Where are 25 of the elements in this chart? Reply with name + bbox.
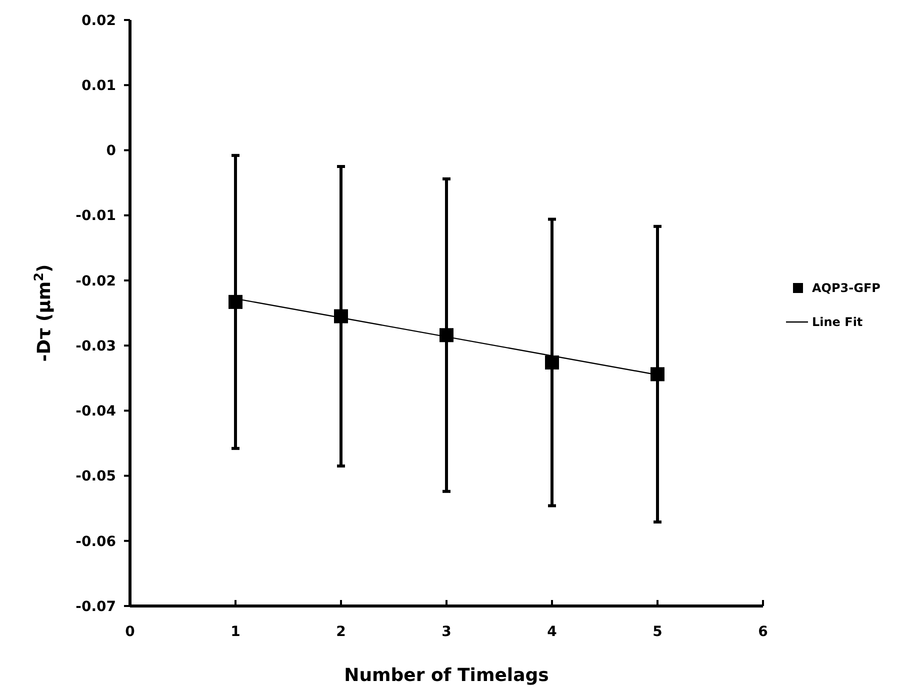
point: [334, 309, 348, 324]
legend-label: AQP3-GFP: [812, 281, 881, 296]
y-tick-label: 0: [106, 143, 116, 160]
y-tick-label: -0.05: [76, 468, 116, 485]
point: [228, 294, 242, 309]
x-tick-label: 6: [758, 624, 768, 640]
x-tick-label: 3: [442, 624, 452, 640]
point: [650, 367, 664, 382]
point: [545, 355, 559, 370]
x-tick-label: 2: [336, 624, 346, 640]
y-tick-label: 0.01: [81, 78, 116, 94]
legend-label: Line Fit: [812, 315, 863, 330]
y-tick-label: -0.03: [76, 338, 116, 354]
y-tick-label: -0.02: [76, 273, 116, 290]
x-tick-label: 5: [652, 624, 662, 640]
y-tick-label: -0.04: [76, 404, 116, 420]
x-tick-label: 0: [125, 624, 136, 640]
x-tick-label: 4: [547, 624, 558, 640]
x-axis-title: Number of Timelags: [344, 665, 549, 686]
y-tick-label: -0.07: [76, 598, 116, 615]
y-tick-label: -0.01: [76, 208, 116, 224]
point: [440, 328, 454, 342]
y-tick-label: 0.02: [81, 12, 116, 29]
y-tick-label: -0.06: [76, 534, 116, 550]
x-tick-label: 1: [230, 624, 240, 640]
